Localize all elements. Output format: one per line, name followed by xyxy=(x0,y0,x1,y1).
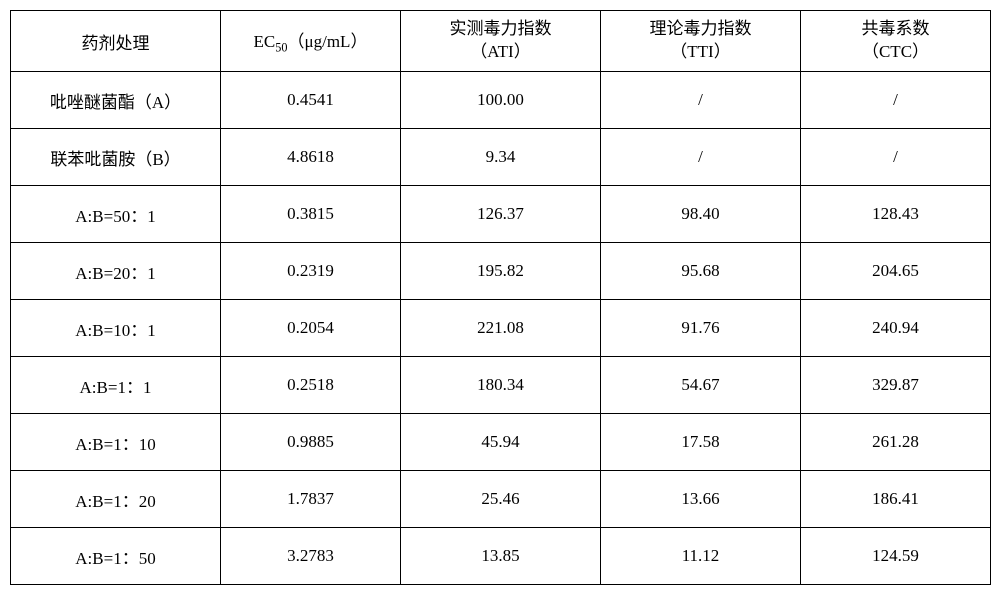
col-header-ati-line2: （ATI） xyxy=(470,42,530,61)
cell-ati: 195.82 xyxy=(401,243,601,300)
table-body: 吡唑醚菌酯（A） 0.4541 100.00 / / 联苯吡菌胺（B） 4.86… xyxy=(11,72,991,585)
col-header-tti: 理论毒力指数 （TTI） xyxy=(601,11,801,72)
cell-treatment: A:B=1：1 xyxy=(11,357,221,414)
table-row: 联苯吡菌胺（B） 4.8618 9.34 / / xyxy=(11,129,991,186)
cell-ati: 9.34 xyxy=(401,129,601,186)
table-row: 吡唑醚菌酯（A） 0.4541 100.00 / / xyxy=(11,72,991,129)
cell-ctc: / xyxy=(801,72,991,129)
cell-tti: 11.12 xyxy=(601,528,801,585)
table-header-row: 药剂处理 EC50（μg/mL） 实测毒力指数 （ATI） 理论毒力指数 （TT… xyxy=(11,11,991,72)
cell-ctc: 329.87 xyxy=(801,357,991,414)
cell-ati: 100.00 xyxy=(401,72,601,129)
cell-treatment: A:B=1：10 xyxy=(11,414,221,471)
cell-tti: 95.68 xyxy=(601,243,801,300)
cell-tti: 98.40 xyxy=(601,186,801,243)
cell-tti: / xyxy=(601,129,801,186)
cell-treatment: 吡唑醚菌酯（A） xyxy=(11,72,221,129)
cell-ec50: 0.2518 xyxy=(221,357,401,414)
cell-ec50: 0.9885 xyxy=(221,414,401,471)
cell-ec50: 3.2783 xyxy=(221,528,401,585)
col-header-ec50: EC50（μg/mL） xyxy=(221,11,401,72)
cell-ctc: 240.94 xyxy=(801,300,991,357)
col-header-tti-line1: 理论毒力指数 xyxy=(650,19,752,38)
col-header-ec50-unit: （μg/mL） xyxy=(288,32,368,51)
cell-tti: 54.67 xyxy=(601,357,801,414)
col-header-ati: 实测毒力指数 （ATI） xyxy=(401,11,601,72)
cell-ec50: 4.8618 xyxy=(221,129,401,186)
table-row: A:B=20：1 0.2319 195.82 95.68 204.65 xyxy=(11,243,991,300)
cell-ec50: 0.2054 xyxy=(221,300,401,357)
table-row: A:B=1：20 1.7837 25.46 13.66 186.41 xyxy=(11,471,991,528)
cell-treatment: A:B=1：50 xyxy=(11,528,221,585)
cell-ati: 25.46 xyxy=(401,471,601,528)
cell-tti: 13.66 xyxy=(601,471,801,528)
cell-ati: 45.94 xyxy=(401,414,601,471)
col-header-ctc-line2: （CTC） xyxy=(862,42,929,61)
cell-treatment: A:B=20：1 xyxy=(11,243,221,300)
cell-ati: 221.08 xyxy=(401,300,601,357)
cell-ec50: 0.4541 xyxy=(221,72,401,129)
cell-ati: 126.37 xyxy=(401,186,601,243)
cell-treatment: A:B=1：20 xyxy=(11,471,221,528)
col-header-ctc-line1: 共毒系数 xyxy=(862,19,930,38)
col-header-ctc: 共毒系数 （CTC） xyxy=(801,11,991,72)
cell-ctc: 128.43 xyxy=(801,186,991,243)
col-header-treatment: 药剂处理 xyxy=(11,11,221,72)
cell-treatment: A:B=50：1 xyxy=(11,186,221,243)
cell-ctc: / xyxy=(801,129,991,186)
cell-ctc: 261.28 xyxy=(801,414,991,471)
cell-ctc: 186.41 xyxy=(801,471,991,528)
cell-ec50: 1.7837 xyxy=(221,471,401,528)
cell-treatment: A:B=10：1 xyxy=(11,300,221,357)
cell-tti: / xyxy=(601,72,801,129)
col-header-ati-line1: 实测毒力指数 xyxy=(450,19,552,38)
col-header-tti-line2: （TTI） xyxy=(670,42,730,61)
cell-treatment: 联苯吡菌胺（B） xyxy=(11,129,221,186)
cell-ctc: 124.59 xyxy=(801,528,991,585)
cell-ec50: 0.2319 xyxy=(221,243,401,300)
cell-tti: 17.58 xyxy=(601,414,801,471)
toxicity-table: 药剂处理 EC50（μg/mL） 实测毒力指数 （ATI） 理论毒力指数 （TT… xyxy=(10,10,991,585)
cell-tti: 91.76 xyxy=(601,300,801,357)
cell-ctc: 204.65 xyxy=(801,243,991,300)
table-row: A:B=50：1 0.3815 126.37 98.40 128.43 xyxy=(11,186,991,243)
table-row: A:B=1：1 0.2518 180.34 54.67 329.87 xyxy=(11,357,991,414)
table-row: A:B=1：10 0.9885 45.94 17.58 261.28 xyxy=(11,414,991,471)
cell-ec50: 0.3815 xyxy=(221,186,401,243)
cell-ati: 180.34 xyxy=(401,357,601,414)
table-row: A:B=1：50 3.2783 13.85 11.12 124.59 xyxy=(11,528,991,585)
cell-ati: 13.85 xyxy=(401,528,601,585)
table-row: A:B=10：1 0.2054 221.08 91.76 240.94 xyxy=(11,300,991,357)
